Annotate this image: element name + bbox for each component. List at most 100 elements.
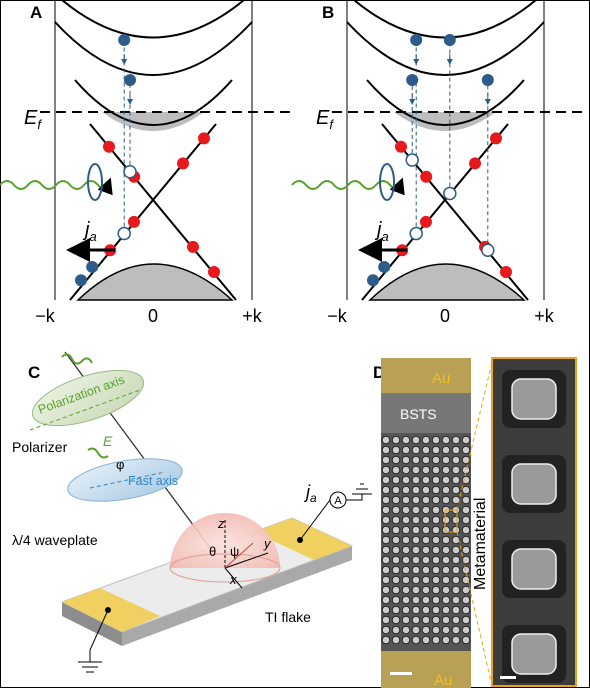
excited-electron bbox=[410, 34, 422, 46]
hole bbox=[412, 596, 420, 604]
hole bbox=[412, 626, 420, 634]
k-label: −k bbox=[35, 306, 56, 326]
panel-label: B bbox=[322, 3, 334, 22]
hole bbox=[442, 476, 450, 484]
hole bbox=[402, 636, 410, 644]
hole bbox=[412, 456, 420, 464]
hole bbox=[412, 446, 420, 454]
hole bbox=[410, 228, 422, 240]
electron bbox=[367, 274, 379, 286]
fermi-label: Ef bbox=[316, 107, 334, 132]
waveplate-label: λ/4 waveplate bbox=[12, 532, 98, 548]
hole bbox=[402, 436, 410, 444]
hole bbox=[422, 556, 430, 564]
k-label: −k bbox=[327, 306, 348, 326]
hole bbox=[412, 536, 420, 544]
hole bbox=[392, 486, 400, 494]
hole bbox=[392, 516, 400, 524]
wave bbox=[88, 449, 108, 458]
hole bbox=[392, 496, 400, 504]
hole bbox=[402, 516, 410, 524]
hole bbox=[382, 606, 390, 614]
hole bbox=[382, 516, 390, 524]
fermi-label: Ef bbox=[24, 107, 42, 132]
hole bbox=[432, 486, 440, 494]
hole bbox=[382, 456, 390, 464]
hole bbox=[382, 436, 390, 444]
electron bbox=[187, 241, 199, 253]
hole bbox=[432, 556, 440, 564]
current-label: ja bbox=[303, 482, 317, 505]
panel-label: A bbox=[30, 3, 42, 22]
hole bbox=[432, 506, 440, 514]
au-bottom: Au bbox=[434, 672, 452, 688]
hole bbox=[412, 476, 420, 484]
hole bbox=[432, 546, 440, 554]
hole bbox=[412, 486, 420, 494]
hole bbox=[382, 486, 390, 494]
unit-core bbox=[512, 549, 556, 589]
hole bbox=[442, 466, 450, 474]
hole bbox=[432, 446, 440, 454]
hole bbox=[462, 616, 470, 624]
hole bbox=[432, 596, 440, 604]
hole bbox=[462, 496, 470, 504]
hole bbox=[402, 626, 410, 634]
hole bbox=[402, 446, 410, 454]
hole bbox=[402, 606, 410, 614]
hole bbox=[412, 526, 420, 534]
unit-core bbox=[512, 634, 556, 674]
electron bbox=[500, 266, 512, 278]
hole bbox=[392, 616, 400, 624]
hole bbox=[432, 436, 440, 444]
hole bbox=[452, 596, 460, 604]
light-wave bbox=[0, 181, 108, 189]
hole bbox=[422, 586, 430, 594]
hole bbox=[402, 496, 410, 504]
gold-layer bbox=[381, 358, 471, 393]
hole bbox=[452, 436, 460, 444]
au-top: Au bbox=[432, 370, 450, 387]
hole bbox=[392, 526, 400, 534]
hole bbox=[402, 486, 410, 494]
hole bbox=[442, 436, 450, 444]
hole bbox=[412, 496, 420, 504]
hole bbox=[452, 586, 460, 594]
hole bbox=[422, 526, 430, 534]
fermi-subscript: f bbox=[329, 117, 334, 132]
hole bbox=[392, 596, 400, 604]
hole bbox=[382, 506, 390, 514]
hole bbox=[422, 616, 430, 624]
panel-label: C bbox=[28, 363, 40, 382]
hole bbox=[392, 436, 400, 444]
hole bbox=[382, 556, 390, 564]
hole bbox=[422, 606, 430, 614]
hole bbox=[382, 546, 390, 554]
fast-axis-label: Fast axis bbox=[128, 474, 178, 488]
hole bbox=[402, 546, 410, 554]
scale-bar bbox=[500, 676, 516, 679]
psi-label: ψ bbox=[230, 544, 239, 559]
k-label: 0 bbox=[148, 306, 158, 326]
current-label: ja bbox=[82, 219, 97, 244]
z-label: z bbox=[217, 516, 225, 531]
hole bbox=[382, 626, 390, 634]
hole bbox=[402, 526, 410, 534]
x-label: x bbox=[229, 572, 237, 587]
current-subscript: a bbox=[89, 229, 96, 244]
sample-label: TI flake bbox=[265, 609, 311, 625]
hole bbox=[412, 616, 420, 624]
hole bbox=[452, 566, 460, 574]
hole bbox=[422, 486, 430, 494]
hole bbox=[432, 616, 440, 624]
hole bbox=[392, 556, 400, 564]
band-panel: BEfja−k0+k bbox=[292, 0, 582, 326]
excited-electron bbox=[118, 34, 130, 46]
conduction-band bbox=[62, 0, 244, 38]
electron bbox=[469, 157, 481, 169]
hole bbox=[462, 626, 470, 634]
hole bbox=[462, 446, 470, 454]
hole bbox=[402, 506, 410, 514]
hole bbox=[422, 626, 430, 634]
